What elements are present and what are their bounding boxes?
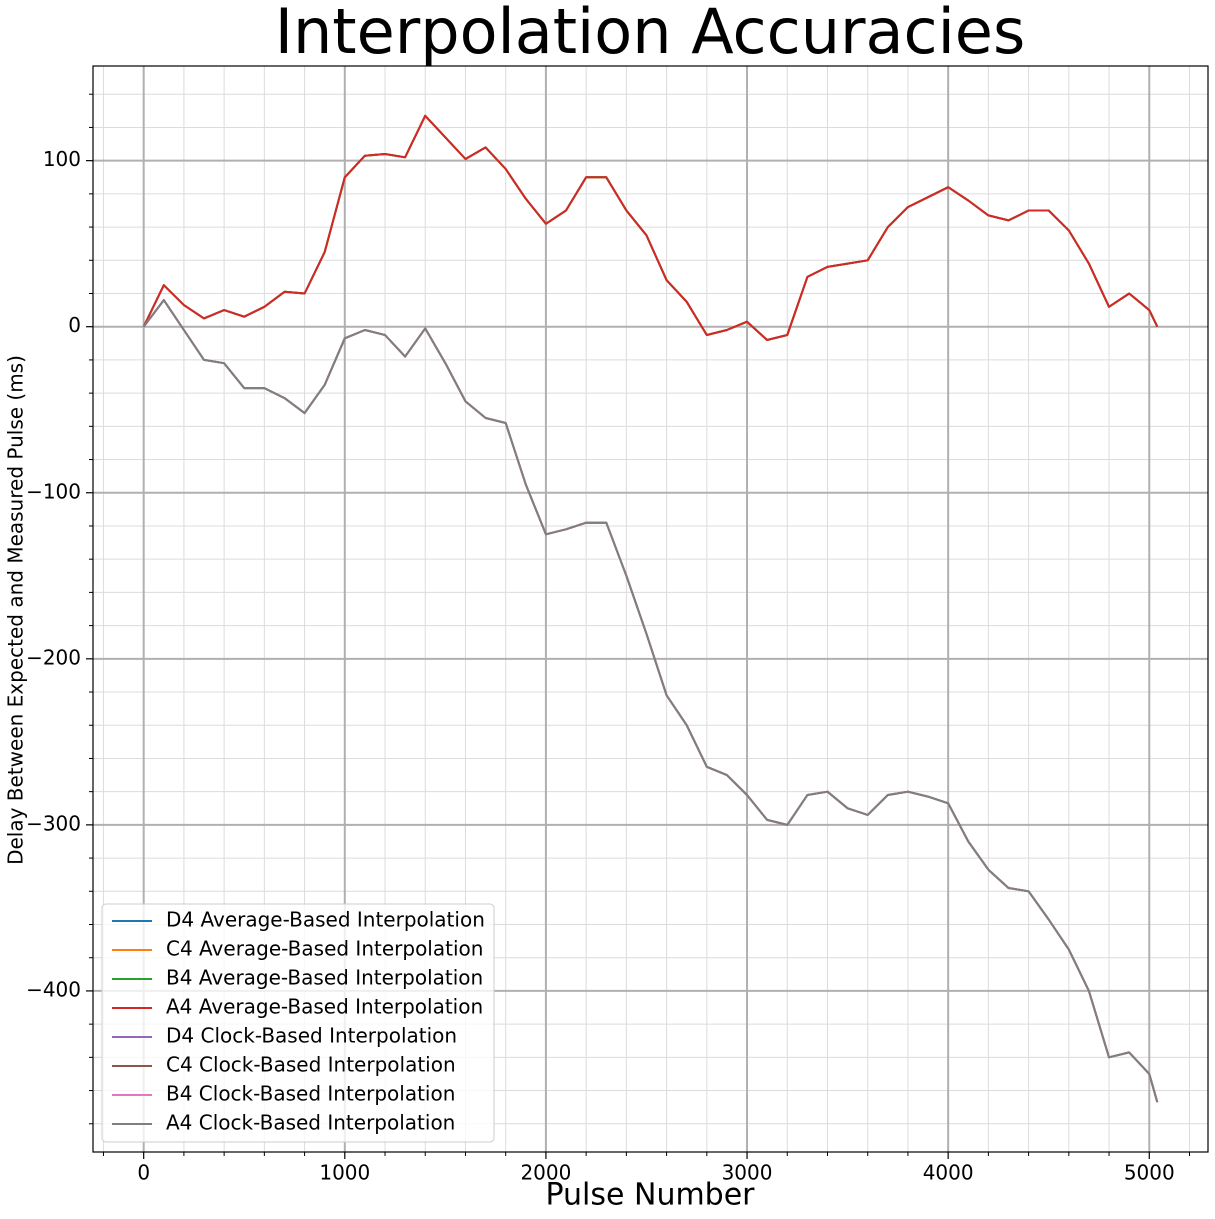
legend-label: D4 Clock-Based Interpolation bbox=[166, 1024, 457, 1048]
plot-frame bbox=[92, 65, 1209, 1153]
legend: D4 Average-Based Interpolation C4 Average… bbox=[101, 903, 495, 1143]
legend-label: C4 Average-Based Interpolation bbox=[166, 937, 483, 961]
y-tick-label: −200 bbox=[26, 645, 81, 669]
legend-label: A4 Clock-Based Interpolation bbox=[166, 1111, 455, 1135]
y-tick-label: −300 bbox=[26, 811, 81, 835]
y-tick-label: −100 bbox=[26, 479, 81, 503]
legend-label: B4 Average-Based Interpolation bbox=[166, 966, 483, 990]
series-line bbox=[142, 114, 1159, 341]
y-axis-label: Delay Between Expected and Measured Puls… bbox=[4, 355, 28, 865]
x-tick-label: 2000 bbox=[520, 1161, 571, 1185]
x-tick-label: 1000 bbox=[319, 1161, 370, 1185]
legend-box bbox=[101, 903, 495, 1143]
legend-label: B4 Clock-Based Interpolation bbox=[166, 1082, 455, 1106]
x-tick-label: 0 bbox=[137, 1161, 150, 1185]
chart-title: Interpolation Accuracies bbox=[275, 0, 1026, 68]
x-tick-label: 4000 bbox=[923, 1161, 974, 1185]
legend-label: C4 Clock-Based Interpolation bbox=[166, 1053, 456, 1077]
legend-label: D4 Average-Based Interpolation bbox=[166, 908, 485, 932]
x-tick-label: 5000 bbox=[1124, 1161, 1175, 1185]
series-line bbox=[142, 114, 1159, 341]
series-line bbox=[142, 299, 1159, 1103]
series-line bbox=[142, 114, 1159, 341]
series-line bbox=[142, 114, 1159, 341]
y-tick-label: 100 bbox=[43, 147, 81, 171]
y-tick-label: 0 bbox=[68, 313, 81, 337]
legend-label: A4 Average-Based Interpolation bbox=[166, 995, 483, 1019]
x-axis-label: Pulse Number bbox=[545, 1178, 755, 1213]
y-tick-label: −400 bbox=[26, 977, 81, 1001]
x-tick-label: 3000 bbox=[722, 1161, 773, 1185]
